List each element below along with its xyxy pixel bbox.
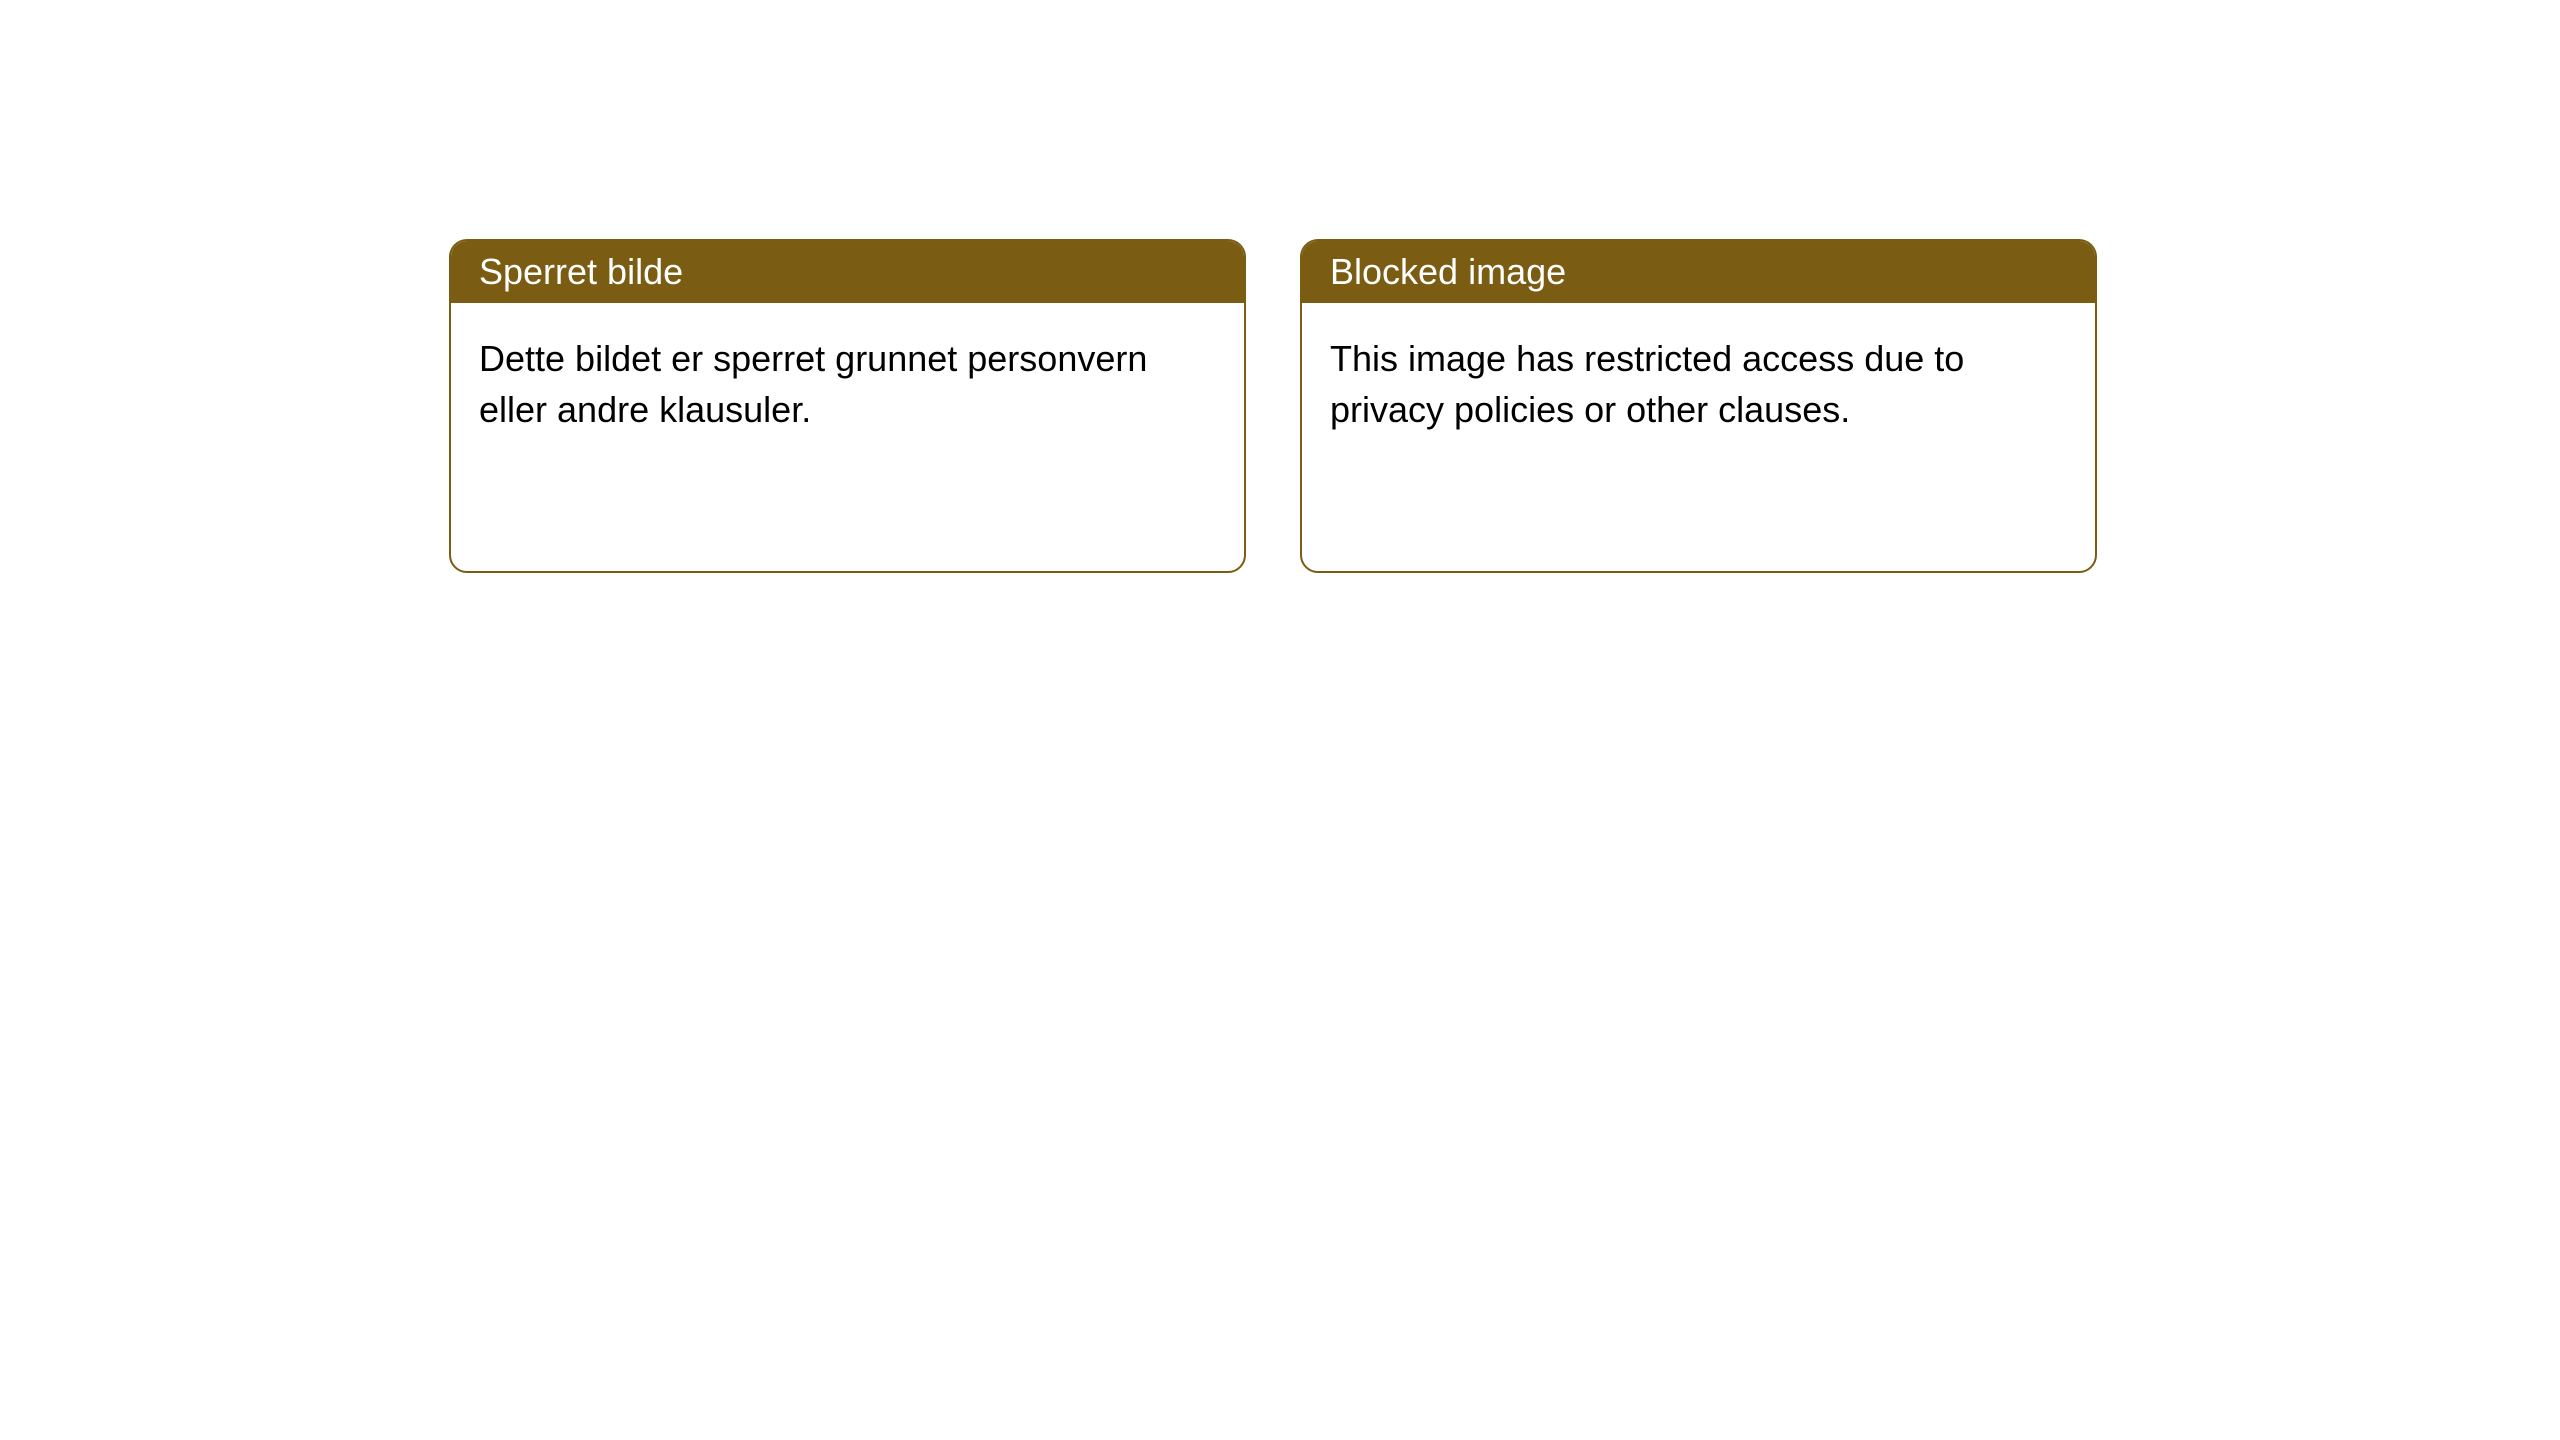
blocked-image-card-no: Sperret bilde Dette bildet er sperret gr…	[449, 239, 1246, 573]
card-body-text: Dette bildet er sperret grunnet personve…	[479, 338, 1147, 430]
card-body: This image has restricted access due to …	[1302, 303, 2095, 465]
card-header: Sperret bilde	[451, 241, 1244, 303]
notice-container: Sperret bilde Dette bildet er sperret gr…	[449, 239, 2097, 573]
card-body: Dette bildet er sperret grunnet personve…	[451, 303, 1244, 465]
card-header: Blocked image	[1302, 241, 2095, 303]
card-title: Blocked image	[1330, 251, 1566, 292]
card-title: Sperret bilde	[479, 251, 683, 292]
card-body-text: This image has restricted access due to …	[1330, 338, 1964, 430]
blocked-image-card-en: Blocked image This image has restricted …	[1300, 239, 2097, 573]
